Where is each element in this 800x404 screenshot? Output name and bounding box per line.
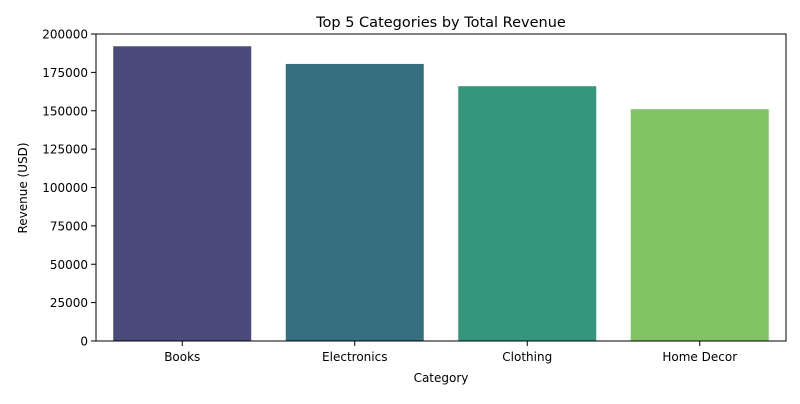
x-tick-label: Books: [164, 350, 200, 364]
y-tick-label: 175000: [42, 66, 88, 80]
y-tick-label: 50000: [50, 258, 88, 272]
y-tick-label: 0: [80, 335, 88, 349]
y-tick-label: 200000: [42, 28, 88, 42]
x-axis: Books Electronics Clothing Home Decor: [164, 341, 737, 364]
x-tick-label: Home Decor: [662, 350, 737, 364]
x-axis-label: Category: [414, 371, 469, 385]
y-tick-label: 125000: [42, 143, 88, 157]
bars: [113, 46, 769, 342]
bar-books: [113, 46, 252, 341]
chart-title: Top 5 Categories by Total Revenue: [315, 15, 566, 31]
bar-clothing: [458, 86, 597, 341]
bar-home-decor: [630, 109, 769, 341]
y-tick-label: 150000: [42, 104, 88, 118]
y-axis: 0 25000 50000 75000 100000 125000 150000 175000…: [42, 28, 96, 349]
y-tick-label: 100000: [42, 181, 88, 195]
y-tick-label: 75000: [50, 219, 88, 233]
bar-electronics: [285, 63, 424, 342]
y-tick-label: 25000: [50, 296, 88, 310]
y-axis-label: Revenue (USD): [16, 142, 30, 233]
plot-frame: [95, 33, 787, 342]
x-tick-label: Clothing: [502, 350, 552, 364]
x-tick-label: Electronics: [322, 350, 387, 364]
